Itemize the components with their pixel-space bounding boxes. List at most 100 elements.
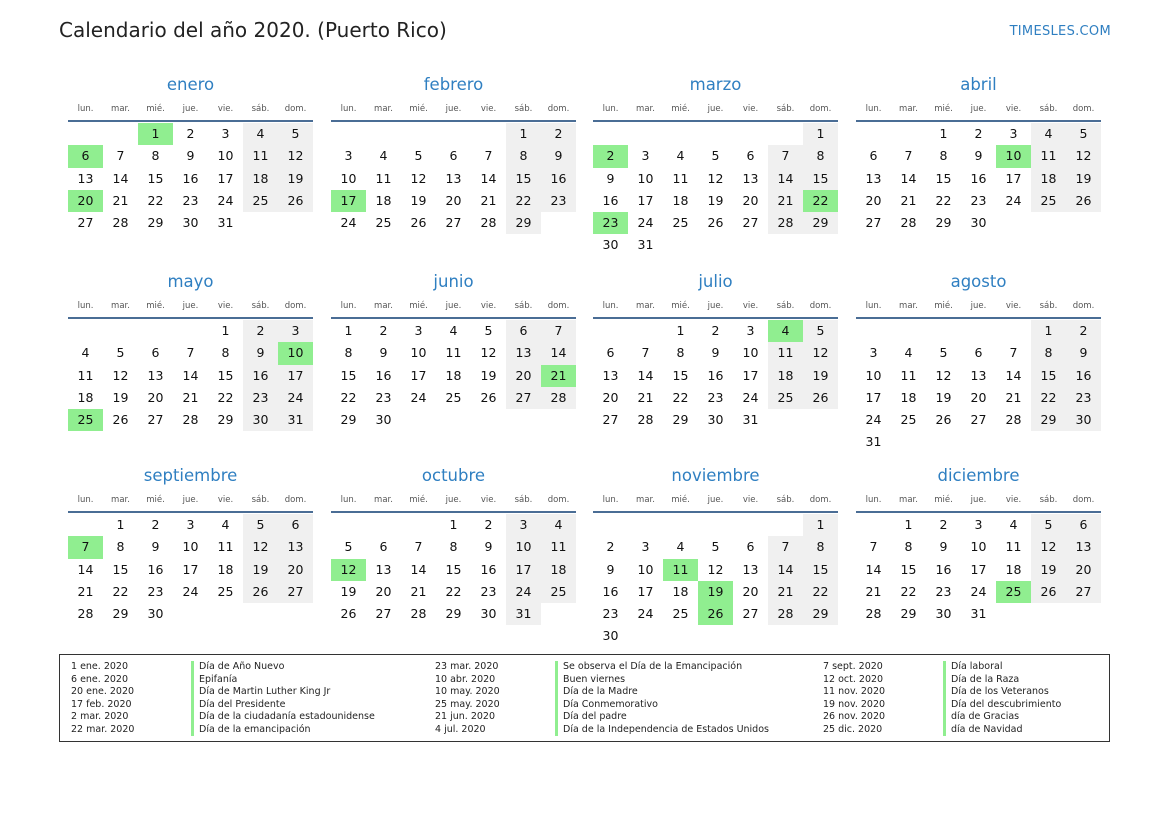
day-cell[interactable]: 26 <box>340 606 357 622</box>
day-cell[interactable]: 18 <box>77 389 94 405</box>
day-cell[interactable]: 13 <box>742 170 759 186</box>
day-cell[interactable]: 6 <box>1066 514 1101 537</box>
day-cell[interactable]: 29 <box>445 606 462 622</box>
day-cell[interactable]: 27 <box>445 215 462 231</box>
day-cell[interactable]: 27 <box>970 412 987 428</box>
day-cell[interactable]: 16 <box>480 561 497 577</box>
day-cell[interactable]: 18 <box>1031 167 1066 190</box>
holiday-day-cell[interactable]: 11 <box>663 558 698 581</box>
holiday-day-cell[interactable]: 12 <box>331 558 366 581</box>
day-cell[interactable]: 5 <box>1066 123 1101 146</box>
day-cell[interactable]: 28 <box>77 606 94 622</box>
day-cell[interactable]: 13 <box>865 170 882 186</box>
day-cell[interactable]: 10 <box>340 170 357 186</box>
day-cell[interactable]: 9 <box>484 539 493 555</box>
day-cell[interactable]: 7 <box>186 345 195 361</box>
day-cell[interactable]: 23 <box>480 583 497 599</box>
day-cell[interactable]: 20 <box>445 192 462 208</box>
day-cell[interactable]: 16 <box>541 167 576 190</box>
day-cell[interactable]: 17 <box>217 170 234 186</box>
day-cell[interactable]: 17 <box>742 367 759 383</box>
day-cell[interactable]: 5 <box>711 148 720 164</box>
day-cell[interactable]: 31 <box>970 606 987 622</box>
day-cell[interactable]: 21 <box>480 192 497 208</box>
day-cell[interactable]: 5 <box>484 323 493 338</box>
day-cell[interactable]: 25 <box>541 580 576 604</box>
day-cell[interactable]: 15 <box>112 561 129 577</box>
day-cell[interactable]: 9 <box>939 539 948 555</box>
day-cell[interactable]: 9 <box>151 539 160 555</box>
day-cell[interactable]: 14 <box>112 170 129 186</box>
day-cell[interactable]: 14 <box>410 561 427 577</box>
day-cell[interactable]: 24 <box>182 583 199 599</box>
day-cell[interactable]: 14 <box>768 558 803 581</box>
day-cell[interactable]: 22 <box>506 189 541 213</box>
day-cell[interactable]: 2 <box>541 123 576 146</box>
day-cell[interactable]: 2 <box>974 126 983 141</box>
holiday-day-cell[interactable]: 26 <box>698 603 733 626</box>
day-cell[interactable]: 29 <box>1031 409 1066 432</box>
day-cell[interactable]: 3 <box>641 539 650 555</box>
day-cell[interactable]: 2 <box>606 539 615 555</box>
day-cell[interactable]: 27 <box>77 215 94 231</box>
day-cell[interactable]: 1 <box>506 123 541 146</box>
day-cell[interactable]: 29 <box>803 603 838 626</box>
day-cell[interactable]: 15 <box>935 170 952 186</box>
day-cell[interactable]: 31 <box>278 409 313 432</box>
day-cell[interactable]: 11 <box>77 367 94 383</box>
day-cell[interactable]: 17 <box>1005 170 1022 186</box>
day-cell[interactable]: 7 <box>541 320 576 343</box>
day-cell[interactable]: 12 <box>707 170 724 186</box>
day-cell[interactable]: 24 <box>637 606 654 622</box>
day-cell[interactable]: 22 <box>147 192 164 208</box>
day-cell[interactable]: 4 <box>676 148 685 164</box>
day-cell[interactable]: 30 <box>243 409 278 432</box>
day-cell[interactable]: 5 <box>243 514 278 537</box>
day-cell[interactable]: 28 <box>480 215 497 231</box>
day-cell[interactable]: 30 <box>707 412 724 428</box>
day-cell[interactable]: 30 <box>935 606 952 622</box>
holiday-day-cell[interactable]: 22 <box>803 189 838 213</box>
day-cell[interactable]: 3 <box>506 514 541 537</box>
holiday-day-cell[interactable]: 6 <box>68 145 103 168</box>
day-cell[interactable]: 30 <box>1066 409 1101 432</box>
day-cell[interactable]: 11 <box>768 342 803 365</box>
day-cell[interactable]: 12 <box>935 367 952 383</box>
day-cell[interactable]: 8 <box>344 345 353 361</box>
day-cell[interactable]: 21 <box>900 192 917 208</box>
day-cell[interactable]: 31 <box>742 412 759 428</box>
day-cell[interactable]: 5 <box>344 539 353 555</box>
day-cell[interactable]: 16 <box>602 192 619 208</box>
holiday-day-cell[interactable]: 10 <box>278 342 313 365</box>
day-cell[interactable]: 5 <box>939 345 948 361</box>
day-cell[interactable]: 20 <box>865 192 882 208</box>
day-cell[interactable]: 17 <box>182 561 199 577</box>
day-cell[interactable]: 13 <box>278 536 313 559</box>
day-cell[interactable]: 11 <box>445 345 462 361</box>
day-cell[interactable]: 6 <box>974 345 983 361</box>
day-cell[interactable]: 21 <box>1005 389 1022 405</box>
day-cell[interactable]: 15 <box>900 561 917 577</box>
day-cell[interactable]: 5 <box>1031 514 1066 537</box>
day-cell[interactable]: 25 <box>1031 189 1066 213</box>
day-cell[interactable]: 30 <box>182 215 199 231</box>
day-cell[interactable]: 31 <box>637 237 654 253</box>
day-cell[interactable]: 1 <box>449 517 458 532</box>
day-cell[interactable]: 19 <box>935 389 952 405</box>
day-cell[interactable]: 29 <box>900 606 917 622</box>
day-cell[interactable]: 3 <box>278 320 313 343</box>
day-cell[interactable]: 8 <box>449 539 458 555</box>
day-cell[interactable]: 27 <box>1066 580 1101 604</box>
day-cell[interactable]: 28 <box>900 215 917 231</box>
day-cell[interactable]: 14 <box>637 367 654 383</box>
day-cell[interactable]: 8 <box>506 145 541 168</box>
day-cell[interactable]: 14 <box>541 342 576 365</box>
day-cell[interactable]: 13 <box>445 170 462 186</box>
day-cell[interactable]: 17 <box>637 192 654 208</box>
holiday-day-cell[interactable]: 21 <box>541 364 576 387</box>
day-cell[interactable]: 21 <box>865 583 882 599</box>
day-cell[interactable]: 16 <box>935 561 952 577</box>
day-cell[interactable]: 6 <box>151 345 160 361</box>
day-cell[interactable]: 18 <box>217 561 234 577</box>
day-cell[interactable]: 18 <box>1005 561 1022 577</box>
